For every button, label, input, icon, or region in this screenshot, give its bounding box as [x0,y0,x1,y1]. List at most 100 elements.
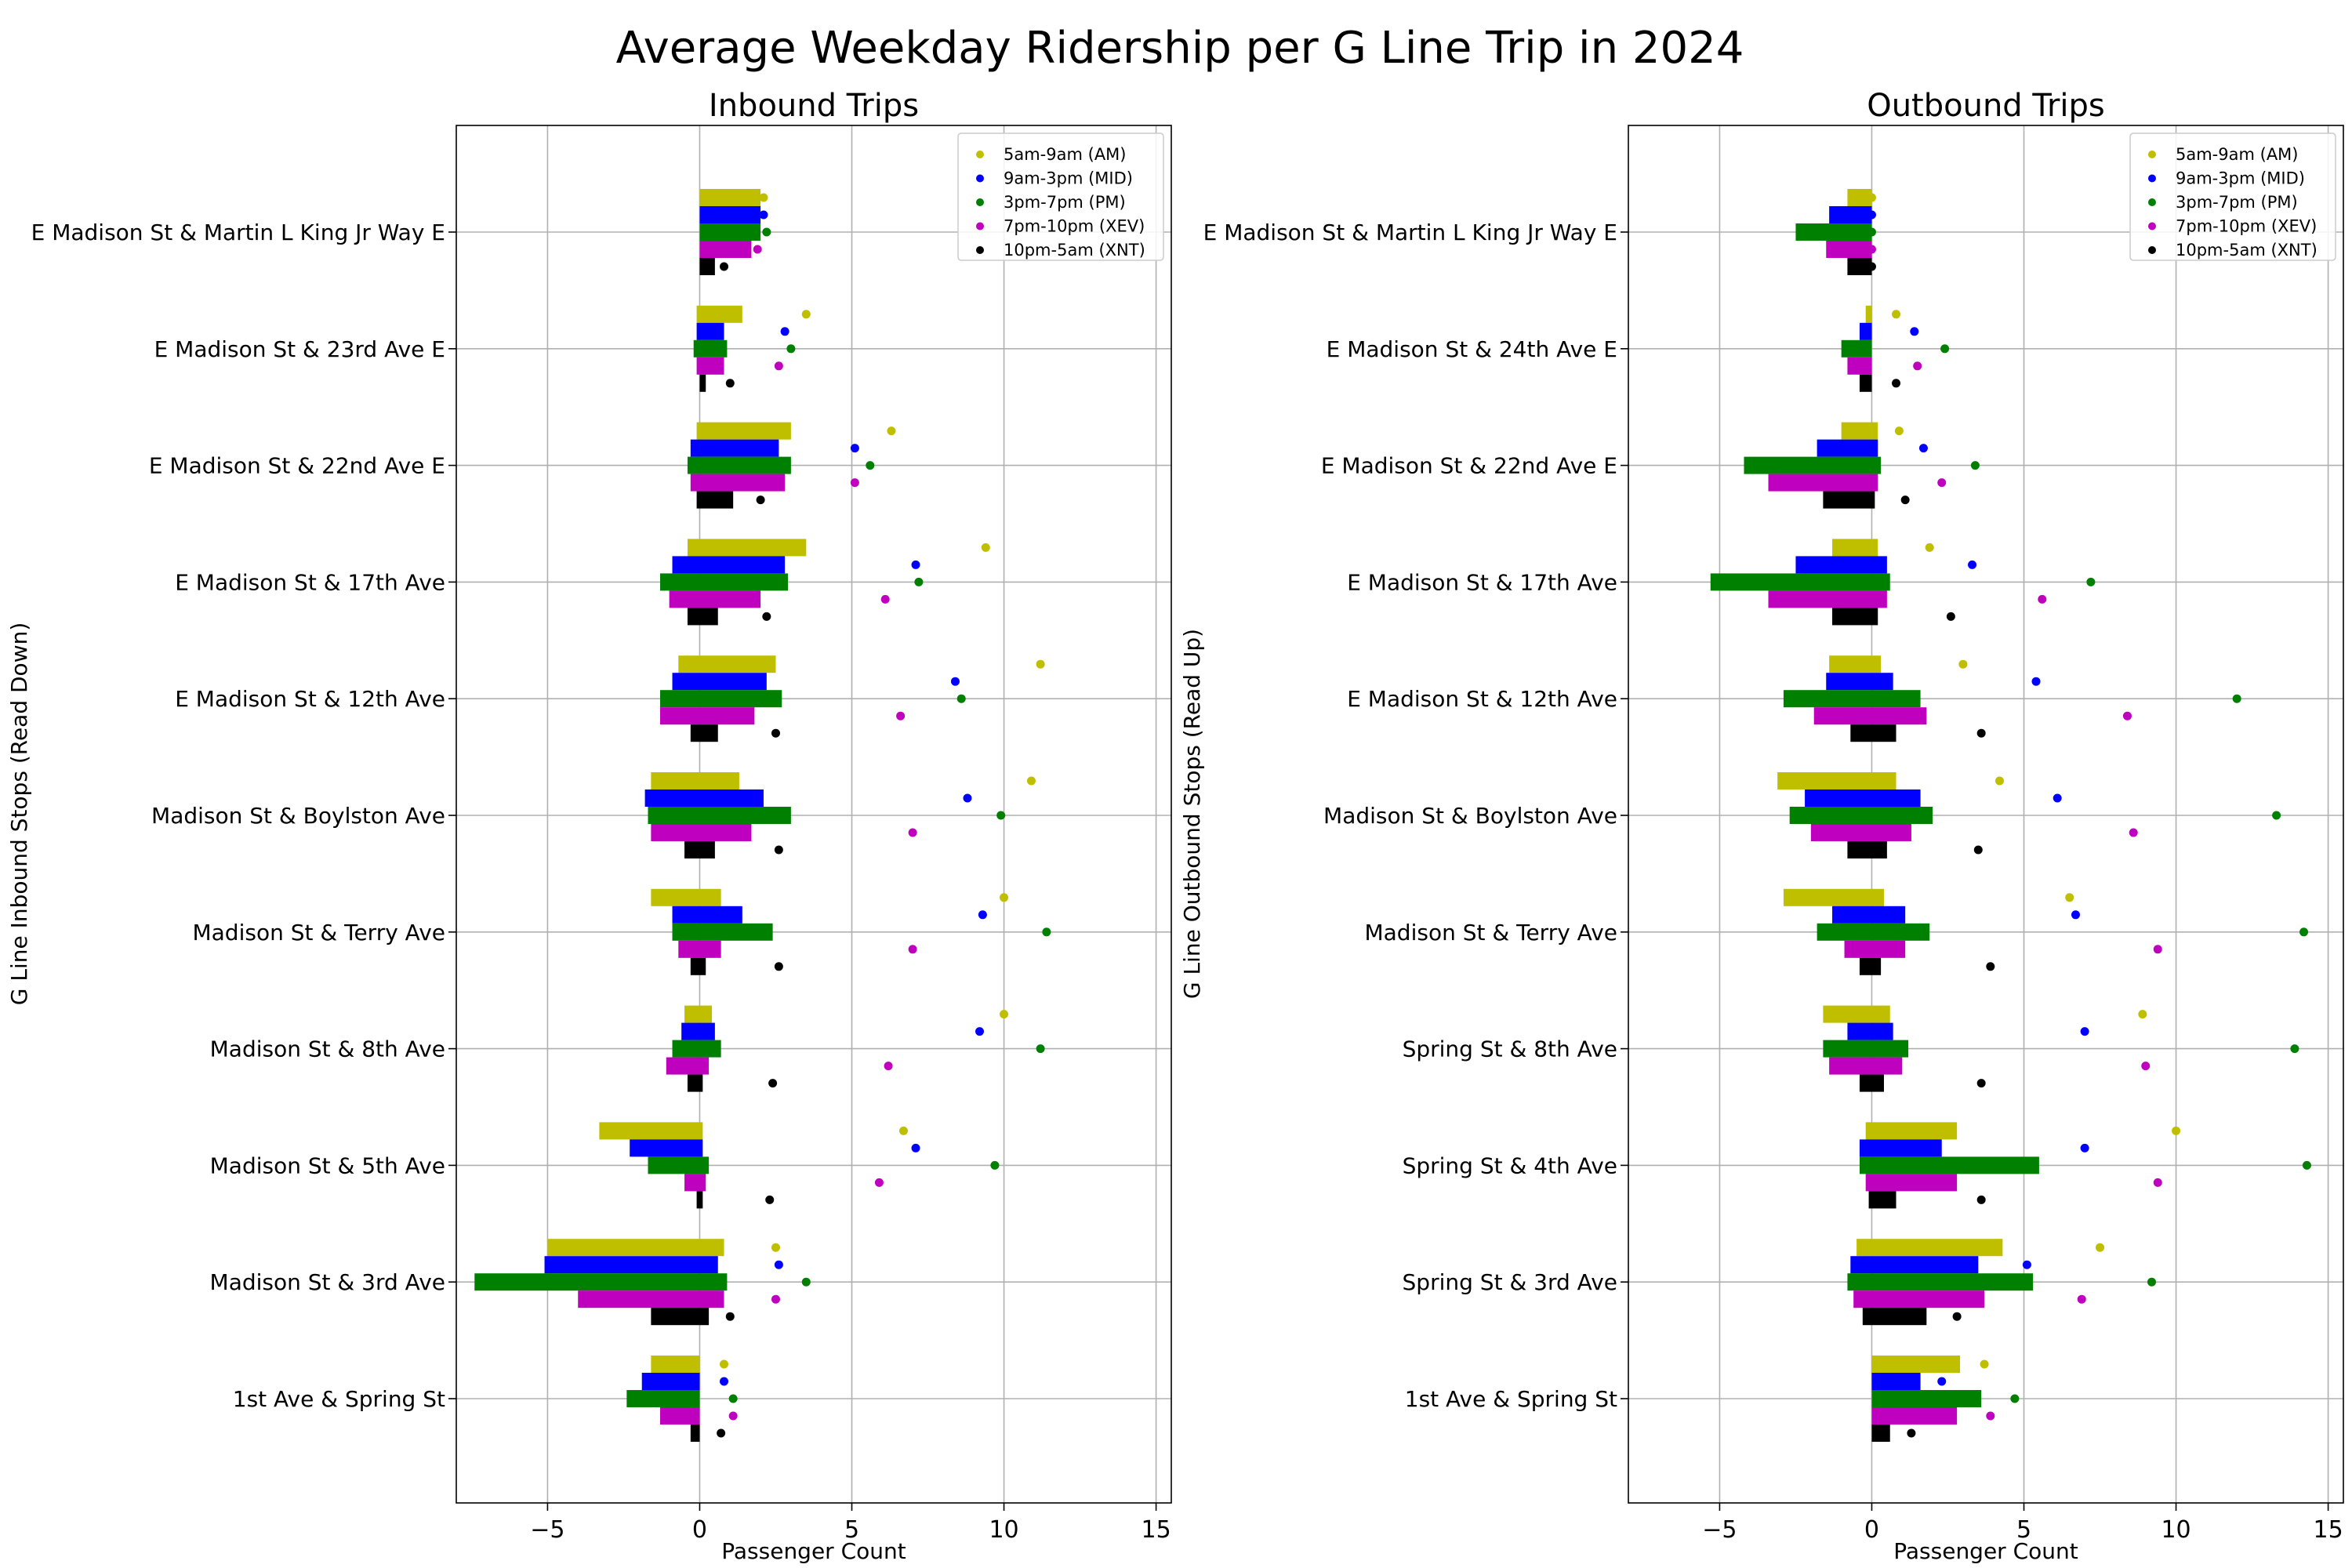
outbound-bar [1844,940,1906,958]
inbound-point [978,910,987,920]
inbound-bar [651,1308,710,1326]
inbound-bar [699,189,761,206]
inbound-point [759,193,768,202]
outbound-bar [1829,1057,1903,1075]
inbound-x-tick-label: 10 [989,1516,1018,1544]
outbound-point [1913,361,1922,371]
inbound-legend-marker [976,198,984,206]
outbound-bar [1862,1308,1927,1326]
outbound-point [2129,828,2138,837]
outbound-y-tick-label: Spring St & 4th Ave [1403,1152,1617,1178]
inbound-bar [681,1022,715,1040]
outbound-bar [1857,1239,2003,1257]
outbound-bar [1826,241,1872,258]
outbound-point [2053,793,2062,803]
outbound-point [2022,1260,2031,1269]
outbound-legend-label: 5am-9am (AM) [2176,145,2299,164]
outbound-bar [1847,189,1872,206]
outbound-point [2299,927,2309,937]
outbound-point [2302,1160,2311,1170]
inbound-point [981,543,990,552]
inbound-point [911,560,920,569]
outbound-bar [1871,1373,1921,1390]
inbound-bar [684,841,715,858]
outbound-bar [1865,1122,1958,1140]
outbound-y-axis-label: G Line Outbound Stops (Read Up) [1179,629,1205,999]
inbound-x-tick-label: 15 [1142,1516,1171,1544]
outbound-point [1986,962,1995,971]
outbound-point [1867,210,1876,220]
outbound-point [2080,1143,2089,1152]
inbound-point [950,677,960,686]
inbound-bar [684,1005,712,1023]
outbound-point [2172,1126,2181,1135]
inbound-point [765,1195,775,1204]
inbound-bar [669,590,761,608]
inbound-point [768,1079,778,1088]
outbound-bar [1795,223,1872,241]
outbound-point [2077,1294,2086,1304]
outbound-legend: 5am-9am (AM) 9am-3pm (MID) 3pm-7pm (PM) 7pm… [2129,132,2336,261]
inbound-point [963,793,972,803]
inbound-x-tick-label: 5 [844,1516,859,1544]
inbound-point [914,577,924,586]
outbound-point [2272,811,2281,820]
inbound-point [1036,1044,1045,1054]
inbound-bar [699,241,752,258]
inbound-bar [666,1057,710,1075]
outbound-x-tick-label: 5 [2016,1516,2031,1544]
outbound-legend-label: 3pm-7pm (PM) [2176,193,2298,212]
outbound-point [2290,1044,2299,1054]
inbound-bar [696,305,742,323]
inbound-point [1000,893,1009,902]
inbound-point [850,478,859,488]
outbound-point [1952,1312,1962,1321]
outbound-bar [1823,1040,1909,1058]
inbound-y-tick-label: E Madison St & 22nd Ave E [149,453,445,479]
outbound-y-tick-label: Spring St & 3rd Ave [1403,1269,1617,1295]
inbound-point [720,1377,729,1386]
inbound-bar [660,690,782,708]
inbound-bar [578,1290,724,1308]
inbound-point [780,327,789,336]
inbound-point [774,962,783,971]
inbound-bar [699,223,761,241]
outbound-legend-label: 10pm-5am (XNT) [2176,241,2318,260]
outbound-point [1894,426,1904,436]
inbound-point [720,1359,729,1369]
outbound-point [2031,677,2041,686]
inbound-point [717,1428,726,1438]
inbound-bar [651,772,739,789]
inbound-bar [626,1390,700,1407]
inbound-bar [660,573,789,591]
inbound-point [786,344,796,354]
outbound-point [2010,1394,2020,1403]
outbound-point [1892,379,1901,388]
outbound-y-tick-label: Spring St & 8th Ave [1403,1036,1617,1062]
inbound-bar [672,1040,721,1058]
inbound-bar [687,1074,703,1092]
outbound-point [2138,1010,2147,1019]
outbound-x-axis-label: Passenger Count [1893,1538,2078,1564]
inbound-point [975,1027,985,1036]
outbound-point [2086,577,2096,586]
outbound-point [2141,1062,2151,1071]
inbound-plot-frame [456,125,1172,1504]
inbound-bar [599,1122,703,1140]
figure-title: Average Weekday Ridership per G Line Tri… [616,23,1744,74]
outbound-point [1994,776,2004,786]
outbound-legend-marker [2148,222,2156,230]
outbound-bar [1859,1074,1884,1092]
outbound-point [2147,1277,2157,1287]
inbound-bar [672,923,773,941]
inbound-legend: 5am-9am (AM) 9am-3pm (MID) 3pm-7pm (PM) 7pm… [957,132,1164,261]
inbound-point [911,1143,920,1152]
outbound-bar [1865,305,1872,323]
outbound-point [2065,893,2074,902]
outbound-bar [1829,206,1872,223]
inbound-bar [648,807,791,824]
inbound-bar [678,655,776,673]
inbound-point [753,245,762,254]
outbound-bar [1810,824,1911,841]
